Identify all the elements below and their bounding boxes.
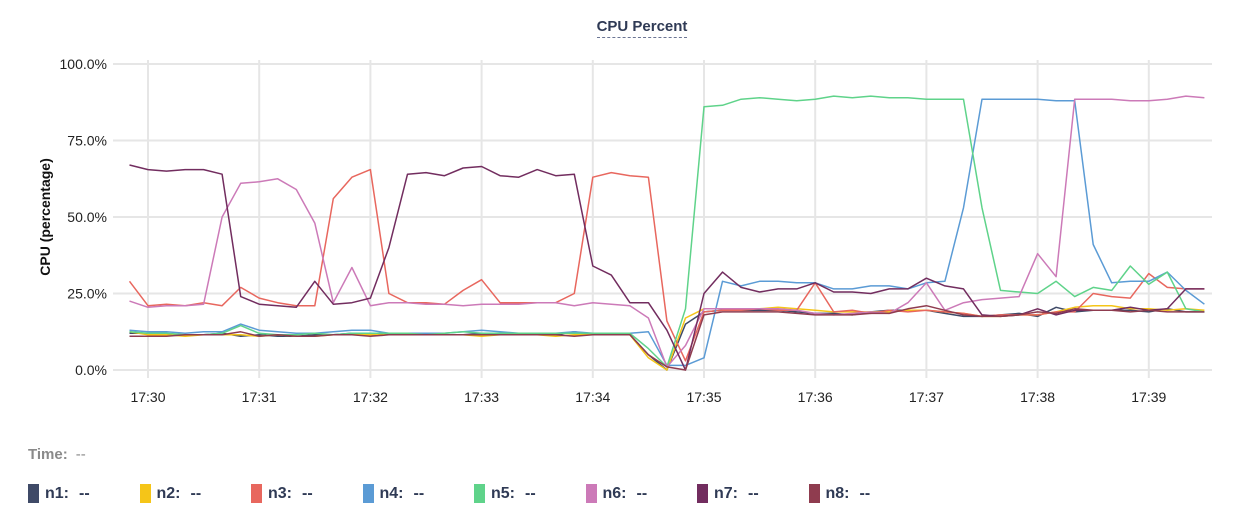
legend-item-n2[interactable]: n2: -- bbox=[139, 484, 252, 503]
legend-swatch bbox=[28, 484, 39, 503]
series-line-n7 bbox=[129, 164, 1205, 371]
legend-swatch bbox=[251, 484, 262, 503]
x-tick-label: 17:35 bbox=[686, 389, 721, 405]
series-line-n4 bbox=[129, 98, 1205, 367]
legend-value: -- bbox=[302, 484, 313, 502]
y-tick-label: 0.0% bbox=[75, 362, 107, 378]
legend-item-n5[interactable]: n5: -- bbox=[474, 484, 586, 503]
legend-label: n7: bbox=[714, 484, 738, 502]
legend-swatch bbox=[697, 484, 708, 503]
legend-label: n5: bbox=[491, 484, 515, 502]
legend-label: n1: bbox=[45, 484, 69, 502]
legend-value: -- bbox=[636, 484, 648, 502]
series-line-n6 bbox=[129, 95, 1205, 368]
legend-item-n1[interactable]: n1: -- bbox=[28, 484, 140, 503]
legend-value: -- bbox=[748, 484, 759, 502]
time-value: -- bbox=[75, 446, 86, 463]
legend-value: -- bbox=[859, 484, 871, 502]
legend-swatch bbox=[362, 484, 374, 503]
y-tick-label: 75.0% bbox=[67, 133, 107, 149]
legend-label: n8: bbox=[825, 484, 850, 502]
legend-swatch bbox=[585, 484, 597, 503]
legend-swatch bbox=[808, 484, 820, 503]
series-line-n5 bbox=[129, 95, 1205, 368]
legend-item-n4[interactable]: n4: -- bbox=[362, 484, 475, 503]
y-tick-label: 50.0% bbox=[67, 209, 107, 225]
x-tick-label: 17:36 bbox=[798, 389, 833, 405]
chart-title[interactable]: CPU Percent bbox=[596, 18, 688, 38]
series-line-n2 bbox=[129, 304, 1205, 371]
legend-swatch bbox=[139, 484, 151, 503]
legend-item-n8[interactable]: n8: -- bbox=[808, 484, 921, 503]
cpu-percent-chart[interactable]: 0.0% 25.0% 50.0% 75.0% 100.0% 17:30 17:31 17:3… bbox=[0, 0, 1254, 430]
series-line-n3 bbox=[128, 168, 1205, 362]
x-tick-label: 17:39 bbox=[1131, 389, 1166, 405]
x-tick-label: 17:34 bbox=[575, 389, 610, 405]
legend-value: -- bbox=[190, 484, 202, 502]
legend-label: n4: bbox=[379, 484, 404, 502]
legend-item-n6[interactable]: n6: -- bbox=[585, 484, 698, 503]
legend-label: n2: bbox=[156, 484, 181, 502]
time-label: Time: bbox=[28, 446, 68, 463]
legend-value: -- bbox=[79, 484, 90, 502]
y-tick-label: 25.0% bbox=[67, 286, 107, 302]
x-tick-label: 17:37 bbox=[909, 389, 944, 405]
legend-item-n3[interactable]: n3: -- bbox=[251, 484, 363, 503]
legend: n1: -- n2: -- n3: -- n4: -- n5: -- n6: -- n7: -… bbox=[28, 484, 928, 503]
x-tick-label: 17:32 bbox=[353, 389, 388, 405]
legend-label: n6: bbox=[602, 484, 627, 502]
legend-value: -- bbox=[413, 484, 425, 502]
series-line-n8 bbox=[129, 304, 1205, 371]
legend-item-n7[interactable]: n7: -- bbox=[697, 484, 809, 503]
chart-title-wrap: CPU Percent bbox=[0, 18, 1254, 38]
legend-label: n3: bbox=[268, 484, 292, 502]
x-tick-label: 17:33 bbox=[464, 389, 499, 405]
time-readout: Time: -- bbox=[28, 446, 86, 463]
legend-value: -- bbox=[525, 484, 536, 502]
y-tick-label: 100.0% bbox=[60, 56, 107, 72]
y-axis-label: CPU (percentage) bbox=[37, 158, 53, 275]
x-tick-label: 17:38 bbox=[1020, 389, 1055, 405]
x-tick-label: 17:30 bbox=[130, 389, 165, 405]
x-tick-label: 17:31 bbox=[242, 389, 277, 405]
legend-swatch bbox=[474, 484, 485, 503]
